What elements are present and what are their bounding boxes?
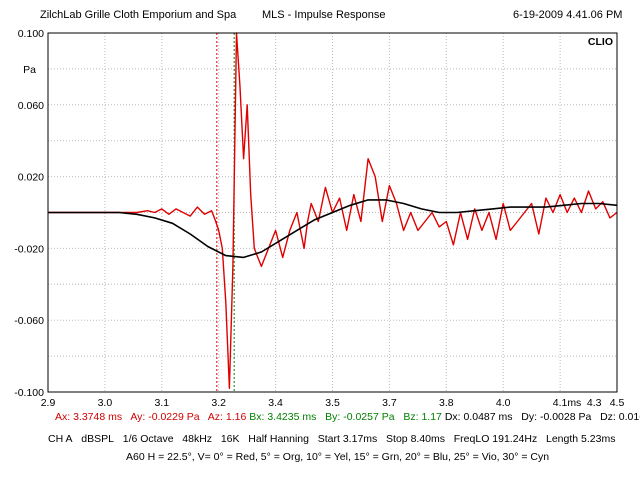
x-tick-label: 4.0	[496, 397, 511, 409]
sample-rate: 48kHz	[182, 433, 213, 445]
cursor-delta-z: Dz: 0.0168 m	[600, 411, 640, 423]
cursor-delta-y: Dy: -0.0028 Pa	[521, 411, 592, 423]
y-tick-label: 0.100	[18, 28, 44, 40]
start-time: Start 3.17ms	[317, 433, 378, 445]
impulse-series-line	[48, 32, 618, 390]
envelope-series-line	[48, 199, 618, 259]
cursor-b-z: Bz: 1.17	[403, 411, 442, 423]
legend-line: A60 H = 22.5°, V= 0° = Red, 5° = Org, 10…	[126, 451, 550, 463]
x-tick-label: 4.1	[553, 397, 568, 409]
y-tick-label: -0.060	[14, 315, 44, 327]
x-tick-label: 3.4	[268, 397, 283, 409]
y-tick-label: -0.020	[14, 243, 44, 255]
x-tick-label: 3.5	[325, 397, 340, 409]
x-tick-label: 2.9	[41, 397, 56, 409]
x-tick-label: 4.5	[610, 397, 625, 409]
x-tick-label: 3.2	[211, 397, 226, 409]
window-type: Half Hanning	[248, 433, 309, 445]
timestamp: 6-19-2009 4.41.06 PM	[513, 9, 623, 21]
x-tick-label: 3.0	[98, 397, 113, 409]
x-tick-label: 3.8	[439, 397, 454, 409]
fft-size: 16K	[220, 433, 240, 445]
settings-line: CH A dBSPL 1/6 Octave 48kHz 16K Half Han…	[48, 433, 615, 445]
y-tick-label: 0.060	[18, 100, 44, 112]
cursor-delta-x: Dx: 0.0487 ms	[444, 411, 513, 423]
freq-lo: FreqLO 191.24Hz	[453, 433, 538, 445]
cursor-b-x: Bx: 3.4235 ms	[249, 411, 317, 423]
cursor-readout: Ax: 3.3748 ms Ay: -0.0229 Pa Az: 1.16 Bx…	[55, 411, 640, 423]
plot-frame	[47, 32, 618, 393]
y-unit-label: Pa	[23, 64, 36, 76]
cursor-b-y: By: -0.0257 Pa	[325, 411, 395, 423]
length: Length 5.23ms	[546, 433, 616, 445]
y-tick-label: 0.020	[18, 172, 44, 184]
octave-setting: 1/6 Octave	[122, 433, 174, 445]
x-tick-label: 3.7	[382, 397, 397, 409]
channel: CH A	[48, 433, 73, 445]
unit-setting: dBSPL	[81, 433, 114, 445]
x-tick-label: 4.3	[587, 397, 602, 409]
stop-time: Stop 8.40ms	[386, 433, 445, 445]
y-tick-label: -0.100	[14, 387, 44, 399]
measurement-title: MLS - Impulse Response	[262, 9, 386, 21]
x-tick-label: 3.1	[154, 397, 169, 409]
cursor-a-y: Ay: -0.0229 Pa	[130, 411, 200, 423]
x-unit-label: ms	[567, 397, 581, 409]
cursor-a-x: Ax: 3.3748 ms	[55, 411, 123, 423]
cursor-a-z: Az: 1.16	[207, 411, 247, 423]
company-title: ZilchLab Grille Cloth Emporium and Spa	[40, 9, 237, 21]
clio-logo: CLIO	[588, 36, 613, 48]
